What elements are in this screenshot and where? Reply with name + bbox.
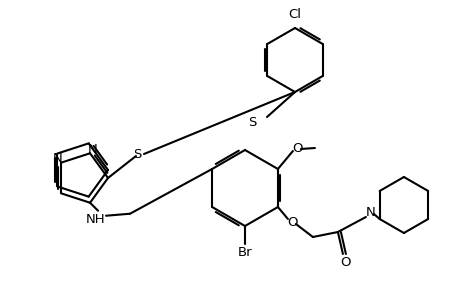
Text: NH: NH bbox=[86, 213, 106, 226]
Text: N: N bbox=[53, 152, 63, 165]
Text: O: O bbox=[340, 257, 351, 269]
Text: O: O bbox=[287, 216, 298, 228]
Text: N: N bbox=[88, 143, 98, 156]
Text: O: O bbox=[292, 141, 303, 155]
Text: S: S bbox=[133, 149, 141, 161]
Text: S: S bbox=[248, 115, 256, 129]
Text: N: N bbox=[366, 207, 376, 219]
Text: Br: Br bbox=[238, 246, 252, 260]
Text: Cl: Cl bbox=[288, 8, 302, 22]
